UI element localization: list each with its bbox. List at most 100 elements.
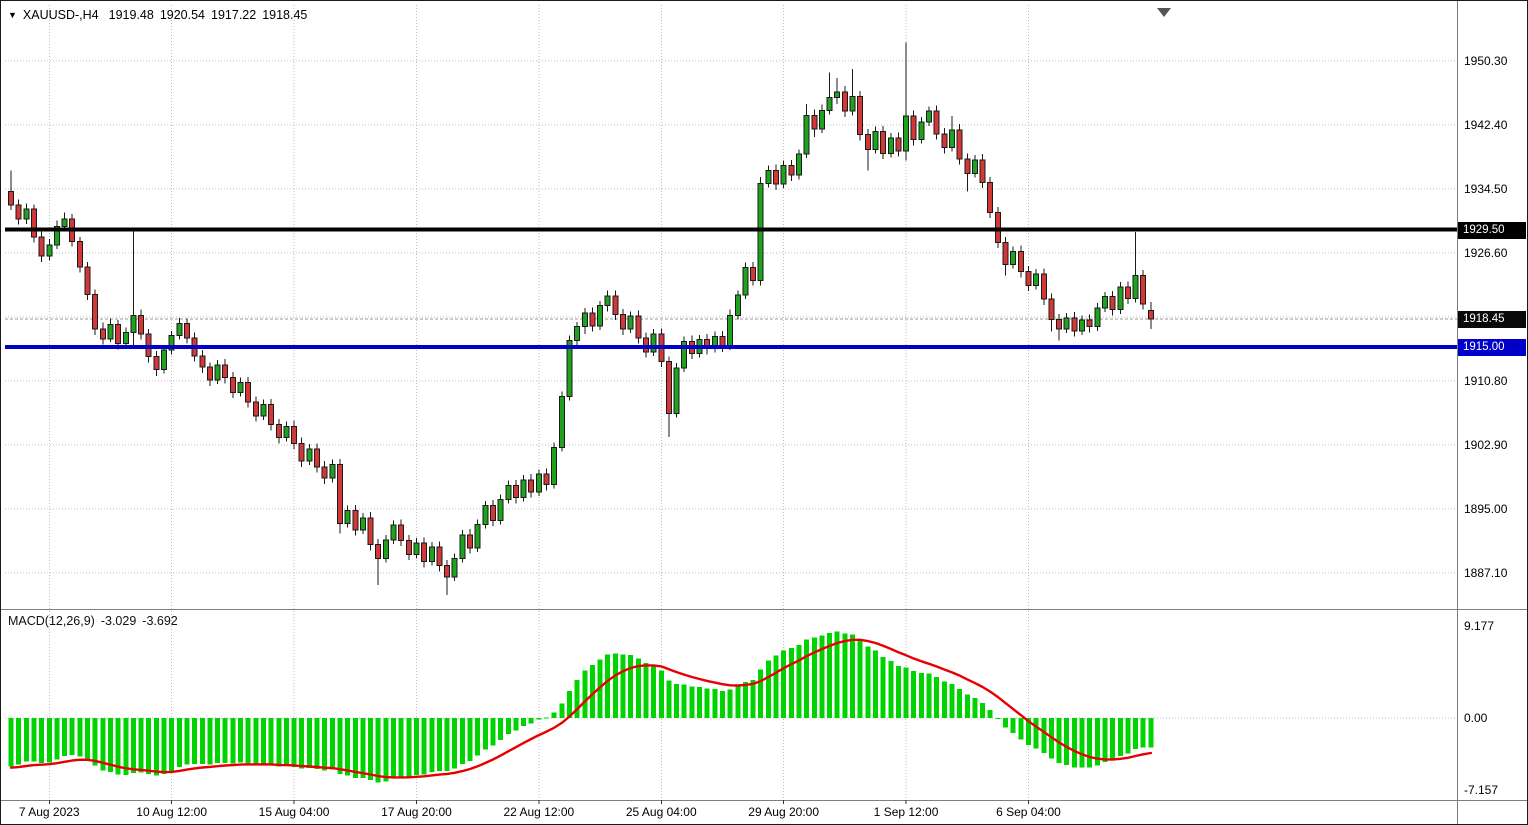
price-axis-label: 1934.50 bbox=[1464, 181, 1508, 196]
candle-body-down bbox=[76, 241, 83, 268]
macd-histogram-bar bbox=[1025, 718, 1031, 746]
candle-body-down bbox=[229, 377, 236, 393]
macd-histogram-bar bbox=[482, 718, 488, 750]
macd-histogram-bar bbox=[582, 670, 588, 718]
candle-body-down bbox=[910, 115, 917, 141]
candle-body-up bbox=[971, 159, 978, 175]
candle-body-up bbox=[1101, 296, 1108, 309]
quote-high: 1920.54 bbox=[159, 8, 206, 22]
macd-histogram-bar bbox=[130, 718, 136, 773]
macd-histogram-bar bbox=[337, 718, 343, 774]
macd-histogram-bar bbox=[345, 718, 351, 776]
candle-body-up bbox=[260, 403, 267, 417]
macd-histogram-bar bbox=[918, 672, 924, 718]
macd-histogram-bar bbox=[605, 654, 611, 718]
candle-body-up bbox=[176, 322, 183, 337]
candle-body-down bbox=[444, 565, 451, 578]
macd-histogram-bar bbox=[368, 718, 374, 781]
macd-histogram-bar bbox=[995, 718, 1001, 719]
macd-histogram-bar bbox=[436, 718, 442, 772]
macd-histogram-bar bbox=[283, 718, 289, 767]
macd-histogram-bar bbox=[398, 718, 404, 778]
candle-body-down bbox=[489, 505, 496, 521]
macd-histogram-bar bbox=[865, 646, 871, 718]
macd-histogram-bar bbox=[834, 631, 840, 718]
candle-body-up bbox=[1117, 286, 1124, 311]
price-axis-label: 1887.10 bbox=[1464, 565, 1508, 580]
macd-histogram-bar bbox=[444, 718, 450, 772]
candle-body-down bbox=[321, 466, 328, 479]
candle-body-up bbox=[1079, 319, 1085, 332]
candle-body-down bbox=[252, 401, 259, 417]
candle-body-down bbox=[30, 208, 37, 238]
candle-body-up bbox=[673, 367, 680, 414]
candle-body-down bbox=[405, 540, 412, 555]
candle-body-up bbox=[734, 294, 741, 316]
macd-histogram-bar bbox=[467, 718, 473, 761]
macd-histogram-bar bbox=[31, 718, 37, 762]
macd-histogram-bar bbox=[980, 702, 986, 718]
candle-body-up bbox=[23, 208, 30, 220]
macd-histogram-bar bbox=[245, 718, 251, 764]
candle-body-down bbox=[719, 335, 726, 347]
candle-body-down bbox=[620, 314, 626, 330]
macd-histogram-bar bbox=[107, 718, 113, 773]
macd-histogram-bar bbox=[69, 718, 75, 756]
time-axis[interactable]: 7 Aug 2023 10 Aug 12:00 15 Aug 04:00 17 Aug… bbox=[1, 801, 1457, 824]
candle-body-up bbox=[359, 517, 366, 531]
macd-histogram-bar bbox=[291, 718, 297, 767]
macd-histogram-bar bbox=[153, 718, 159, 776]
macd-histogram-bar bbox=[804, 639, 810, 718]
candle-body-up bbox=[474, 523, 481, 549]
macd-histogram-bar bbox=[375, 718, 381, 783]
macd-histogram-bar bbox=[1140, 718, 1146, 748]
macd-histogram-bar bbox=[758, 669, 764, 718]
candle-body-down bbox=[1040, 273, 1047, 300]
candle-body-down bbox=[773, 169, 779, 185]
macd-histogram-bar bbox=[505, 718, 511, 735]
macd-histogram-bar bbox=[413, 718, 419, 775]
macd-histogram-bar bbox=[651, 665, 657, 718]
candle-body-down bbox=[138, 314, 145, 335]
chart-shift-marker-icon bbox=[1157, 8, 1171, 17]
candle-body-up bbox=[574, 326, 581, 341]
candle-body-down bbox=[841, 91, 848, 112]
time-axis-label: 6 Sep 04:00 bbox=[996, 805, 1061, 819]
price-axis-label: 1902.90 bbox=[1464, 437, 1508, 452]
macd-histogram-bar bbox=[322, 718, 328, 771]
price-badge-1915.00: 1915.00 bbox=[1458, 338, 1526, 356]
candle-body-up bbox=[520, 479, 527, 499]
macd-value-signal: -3.692 bbox=[142, 614, 178, 628]
price-axis-label: 1926.60 bbox=[1464, 245, 1508, 260]
candle-body-up bbox=[887, 137, 894, 154]
macd-histogram-bar bbox=[276, 718, 282, 767]
macd-histogram-bar bbox=[429, 718, 435, 772]
candle-body-up bbox=[107, 323, 114, 340]
candle-body-up bbox=[283, 425, 290, 439]
candle-body-up bbox=[161, 349, 167, 371]
macd-name: MACD(12,26,9) bbox=[8, 614, 95, 628]
candle-body-up bbox=[505, 484, 512, 500]
candle-body-down bbox=[665, 361, 672, 414]
candle-body-down bbox=[15, 204, 22, 220]
macd-histogram-bar bbox=[329, 718, 335, 770]
macd-histogram-bar bbox=[551, 712, 557, 718]
candle-body-down bbox=[115, 323, 122, 345]
macd-histogram-bar bbox=[1102, 718, 1108, 763]
candle-body-down bbox=[1086, 319, 1093, 328]
candle-body-up bbox=[727, 314, 734, 347]
candle-body-down bbox=[421, 542, 428, 563]
macd-histogram-bar bbox=[697, 687, 702, 718]
symbol-dropdown-icon[interactable]: ▼ bbox=[8, 10, 17, 20]
candle-body-down bbox=[528, 479, 535, 493]
macd-value-main: -3.029 bbox=[100, 614, 137, 628]
candle-body-down bbox=[8, 190, 14, 206]
candle-body-up bbox=[168, 335, 175, 351]
macd-histogram-bar bbox=[161, 718, 167, 775]
price-axis[interactable]: 1950.30 1942.40 1934.50 1926.60 1910.80 1902.… bbox=[1457, 1, 1527, 824]
time-axis-label: 15 Aug 04:00 bbox=[258, 805, 330, 819]
candle-body-down bbox=[268, 403, 275, 426]
candle-body-down bbox=[543, 473, 550, 486]
macd-histogram-bar bbox=[475, 718, 481, 756]
